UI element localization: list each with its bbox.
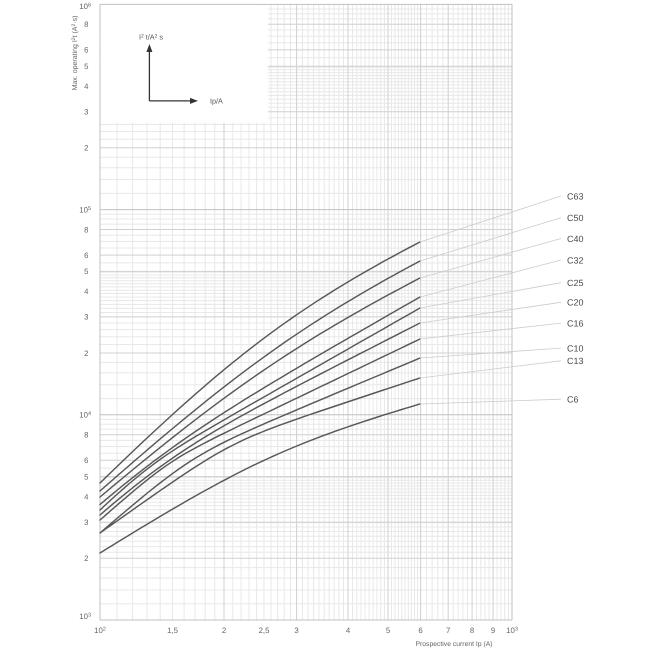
svg-text:5: 5 — [84, 267, 89, 276]
svg-text:I2 t/A2 s: I2 t/A2 s — [139, 33, 163, 42]
svg-text:2: 2 — [84, 144, 88, 153]
svg-text:103: 103 — [506, 626, 518, 635]
svg-text:2: 2 — [84, 349, 88, 358]
svg-text:6: 6 — [418, 626, 422, 635]
svg-text:C10: C10 — [567, 344, 584, 354]
svg-text:8: 8 — [84, 20, 88, 29]
svg-text:1,5: 1,5 — [167, 626, 179, 635]
svg-text:7: 7 — [446, 626, 450, 635]
svg-text:105: 105 — [79, 205, 91, 214]
svg-text:3: 3 — [84, 518, 88, 527]
svg-text:5: 5 — [84, 62, 89, 71]
svg-text:C25: C25 — [567, 278, 584, 288]
svg-text:8: 8 — [84, 431, 88, 440]
svg-text:Prospective current Ip (A): Prospective current Ip (A) — [415, 641, 492, 648]
svg-text:8: 8 — [84, 225, 88, 234]
svg-text:2: 2 — [84, 554, 88, 563]
svg-text:C63: C63 — [567, 191, 584, 201]
svg-text:C6: C6 — [567, 395, 579, 405]
svg-text:4: 4 — [84, 82, 89, 91]
svg-text:9: 9 — [491, 626, 495, 635]
svg-text:6: 6 — [84, 456, 88, 465]
svg-text:3: 3 — [84, 108, 88, 117]
svg-text:103: 103 — [79, 612, 91, 621]
svg-text:104: 104 — [79, 411, 91, 420]
svg-text:6: 6 — [84, 46, 88, 55]
svg-text:C13: C13 — [567, 356, 584, 366]
svg-text:C20: C20 — [567, 298, 584, 308]
svg-text:102: 102 — [94, 626, 106, 635]
svg-text:106: 106 — [79, 2, 91, 11]
svg-text:3: 3 — [84, 313, 88, 322]
svg-text:2,5: 2,5 — [259, 626, 271, 635]
svg-text:4: 4 — [346, 626, 351, 635]
svg-text:2: 2 — [222, 626, 226, 635]
svg-text:4: 4 — [84, 492, 89, 501]
svg-text:5: 5 — [84, 472, 89, 481]
svg-text:C32: C32 — [567, 255, 584, 265]
svg-text:6: 6 — [84, 251, 88, 260]
svg-text:C16: C16 — [567, 319, 584, 329]
svg-text:Max. operating I2t (A2·s): Max. operating I2t (A2·s) — [71, 16, 79, 91]
svg-text:3: 3 — [294, 626, 298, 635]
svg-text:C40: C40 — [567, 234, 584, 244]
svg-text:8: 8 — [470, 626, 474, 635]
svg-text:Ip/A: Ip/A — [210, 96, 223, 105]
svg-text:4: 4 — [84, 287, 89, 296]
svg-text:C50: C50 — [567, 213, 584, 223]
svg-text:5: 5 — [386, 626, 391, 635]
